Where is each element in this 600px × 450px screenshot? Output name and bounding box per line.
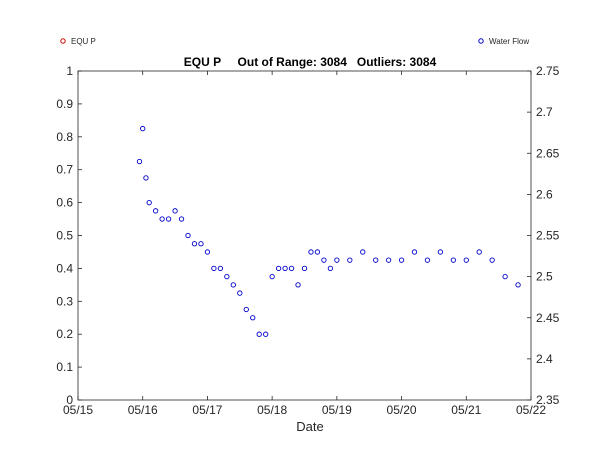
data-point <box>348 258 352 262</box>
data-point <box>251 316 255 320</box>
data-point <box>302 266 306 270</box>
data-point <box>490 258 494 262</box>
y-left-tick-label: 0.5 <box>56 229 73 243</box>
y-left-tick-label: 0 <box>66 393 73 407</box>
data-point <box>141 126 145 130</box>
chart-title: EQU P Out of Range: 3084 Outliers: 3084 <box>184 55 437 69</box>
data-point <box>399 258 403 262</box>
data-point <box>335 258 339 262</box>
data-point <box>309 250 313 254</box>
y-left-tick-label: 0.8 <box>56 130 73 144</box>
y-left-tick-labels: 0 0.1 0.2 0.3 0.4 0.5 0.6 0.7 0.8 0.9 1 <box>56 64 73 407</box>
data-point <box>205 250 209 254</box>
y-right-tick-label: 2.65 <box>536 146 560 160</box>
y-right-tick-label: 2.4 <box>536 352 553 366</box>
data-point <box>438 250 442 254</box>
x-tick-label: 05/19 <box>322 403 352 417</box>
x-tick-label: 05/20 <box>387 403 417 417</box>
x-tick-label: 05/17 <box>192 403 222 417</box>
x-tick-label: 05/16 <box>128 403 158 417</box>
x-tick-labels: 05/15 05/16 05/17 05/18 05/19 05/20 05/21 05/22 <box>63 403 546 417</box>
data-point <box>144 176 148 180</box>
data-point <box>192 242 196 246</box>
data-point <box>179 217 183 221</box>
y-right-tick-label: 2.75 <box>536 64 560 78</box>
data-point <box>173 209 177 213</box>
data-point <box>257 332 261 336</box>
x-axis-label: Date <box>296 419 323 434</box>
data-point <box>160 217 164 221</box>
legend-water-flow: Water Flow <box>479 37 530 46</box>
data-point <box>412 250 416 254</box>
data-point <box>231 283 235 287</box>
y-left-tick-label: 0.1 <box>56 360 73 374</box>
y-left-tick-label: 0.7 <box>56 163 73 177</box>
data-point <box>477 250 481 254</box>
data-point <box>503 274 507 278</box>
data-point <box>153 209 157 213</box>
data-point <box>212 266 216 270</box>
y-left-tick-label: 0.2 <box>56 327 73 341</box>
data-point <box>322 258 326 262</box>
legend-equ-p-marker <box>61 39 65 43</box>
data-point <box>516 283 520 287</box>
legend-equ-p-label: EQU P <box>71 37 96 46</box>
data-point <box>373 258 377 262</box>
data-point <box>186 233 190 237</box>
x-tick-label: 05/18 <box>257 403 287 417</box>
data-point <box>451 258 455 262</box>
y-right-tick-label: 2.7 <box>536 105 553 119</box>
y-right-tick-label: 2.45 <box>536 311 560 325</box>
data-point <box>244 307 248 311</box>
data-point <box>361 250 365 254</box>
data-point <box>270 274 274 278</box>
y-right-tick-label: 2.55 <box>536 229 560 243</box>
y-left-tick-label: 1 <box>66 64 73 78</box>
y-left-tick-label: 0.6 <box>56 196 73 210</box>
data-point <box>464 258 468 262</box>
data-point <box>328 266 332 270</box>
data-point <box>199 242 203 246</box>
y-left-tick-label: 0.4 <box>56 261 73 275</box>
data-point <box>137 159 141 163</box>
data-point <box>296 283 300 287</box>
data-point <box>263 332 267 336</box>
y-left-tick-label: 0.9 <box>56 97 73 111</box>
legend-water-flow-marker <box>479 39 483 43</box>
y-right-tick-labels: 2.35 2.4 2.45 2.5 2.55 2.6 2.65 2.7 2.75 <box>536 64 560 407</box>
legend-equ-p: EQU P <box>61 37 96 46</box>
data-point <box>289 266 293 270</box>
data-point <box>386 258 390 262</box>
y-right-tick-label: 2.6 <box>536 187 553 201</box>
x-tick-label: 05/21 <box>451 403 481 417</box>
y-right-tick-label: 2.5 <box>536 270 553 284</box>
data-point <box>225 274 229 278</box>
data-point <box>425 258 429 262</box>
data-point <box>147 200 151 204</box>
data-point <box>166 217 170 221</box>
axis-ticks <box>78 71 531 400</box>
water-flow-series <box>137 126 520 336</box>
data-point <box>218 266 222 270</box>
y-left-tick-label: 0.3 <box>56 294 73 308</box>
data-point <box>315 250 319 254</box>
data-point <box>238 291 242 295</box>
legend-water-flow-label: Water Flow <box>489 37 529 46</box>
data-point <box>283 266 287 270</box>
y-right-tick-label: 2.35 <box>536 393 560 407</box>
plot-frame <box>78 71 531 400</box>
data-point <box>276 266 280 270</box>
